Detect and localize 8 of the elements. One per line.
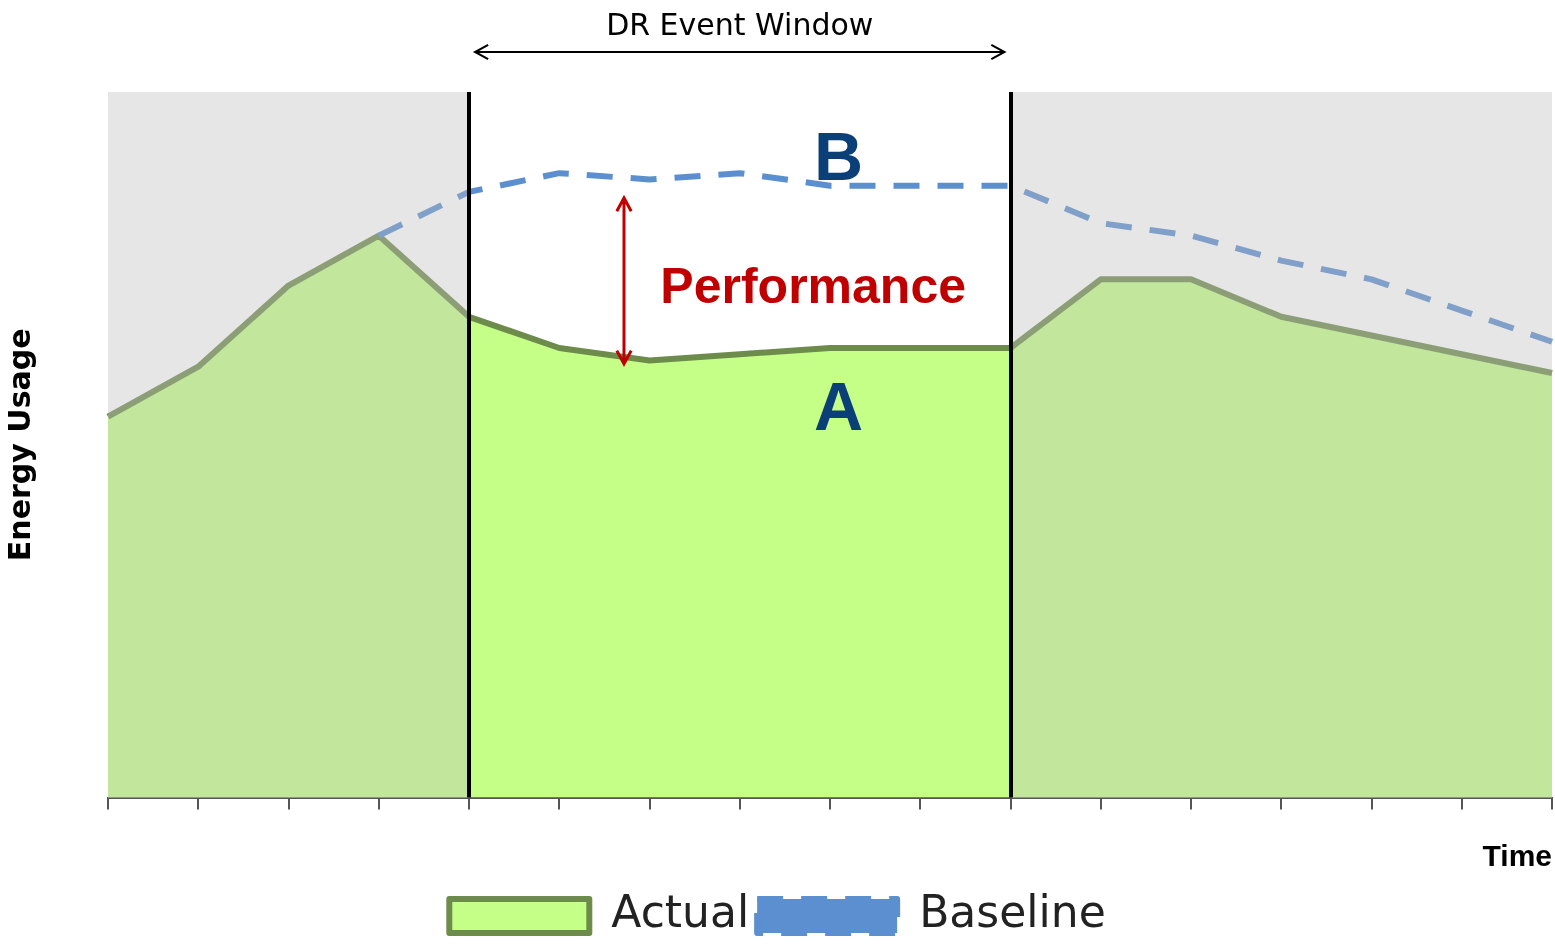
annotation: B	[814, 116, 864, 195]
x-axis-title: Time	[1482, 839, 1552, 873]
annotation: Performance	[660, 257, 967, 316]
legend-label: Baseline	[919, 886, 1106, 938]
y-axis-title: Energy Usage	[1, 328, 37, 562]
annotation: A	[814, 367, 864, 445]
text: DR Event Window	[606, 6, 874, 42]
legend-label: Actual	[611, 886, 750, 938]
